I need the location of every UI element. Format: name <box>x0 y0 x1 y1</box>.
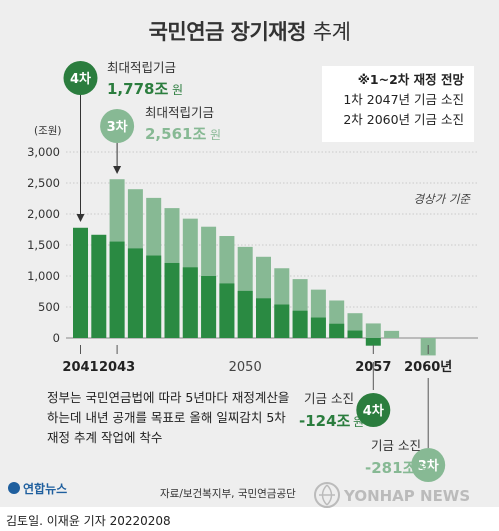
r4-max-label: 최대적립기금 <box>107 60 176 75</box>
badge-3rd-max-label: 3차 <box>107 119 128 135</box>
bar-4th-2053 <box>292 310 308 338</box>
y-tick-label-3000: 3,000 <box>27 145 60 159</box>
badge-4th-deplete <box>356 393 391 427</box>
logo-globe-lines <box>319 484 335 506</box>
x-tick-label-2043: 2043 <box>99 360 135 375</box>
bar-4th-2052 <box>274 304 290 338</box>
bar-4th-2047 <box>182 267 198 338</box>
y-tick-label-500: 500 <box>38 300 60 314</box>
y-tick-label-1000: 1,000 <box>27 269 60 283</box>
forecast-info-box: ※1~2차 재정 전망 1차 2047년 기금 소진 2차 2060년 기금 소… <box>322 66 474 142</box>
deplete-3rd-unit: 원 <box>419 462 430 476</box>
yonhap-logo-mark <box>8 482 20 494</box>
badge-3rd-deplete <box>411 448 446 482</box>
bar-4th-2041 <box>73 227 88 338</box>
title-light: 추계 <box>312 20 351 44</box>
badge-3rd-max <box>100 109 135 143</box>
info-line-1: 1차 2047년 기금 소진 <box>343 92 464 107</box>
note-line-1: 정부는 국민연금법에 따라 5년마다 재정계산을 <box>47 390 289 405</box>
note-line-3: 재정 추계 작업에 착수 <box>47 430 162 445</box>
badge-3rd-deplete-label: 3차 <box>418 458 439 474</box>
bar-4th-2046 <box>164 262 180 338</box>
bar-4th-2050 <box>237 290 253 338</box>
bar-4th-2045 <box>146 255 162 338</box>
arrow-4th-max-head <box>76 214 85 222</box>
bar-4th-2048 <box>201 276 217 338</box>
byline: 김토일. 이재윤 기자 20220208 <box>6 514 171 528</box>
y-tick-label-2000: 2,000 <box>27 207 60 221</box>
bar-4th-2056 <box>347 330 363 338</box>
yonhap-logo: 연합뉴스 <box>8 480 67 497</box>
bar-4th-2055 <box>329 323 345 338</box>
bar-4th-2042 <box>91 234 107 338</box>
bar-chart: 0 500 1,000 1,500 2,000 2,500 3,000 (조원) 2041 204… <box>27 60 478 482</box>
bar-4th-2054 <box>310 317 326 338</box>
x-tick-label-2060: 2060년 <box>404 360 452 375</box>
info-line-2: 2차 2060년 기금 소진 <box>343 112 464 127</box>
y-tick-label-0: 0 <box>53 331 60 345</box>
bar-4th-2049 <box>219 283 235 338</box>
deplete-3rd-value: -281조 <box>365 459 417 477</box>
bar-4th-2057 <box>365 338 381 346</box>
r3-max-unit: 원 <box>210 128 221 142</box>
x-tick-label-2050: 2050 <box>229 360 262 375</box>
page-title: 국민연금 장기재정 추계 <box>0 16 499 46</box>
deplete-4th-unit: 원 <box>353 415 364 429</box>
logo-globe-icon <box>314 482 340 508</box>
r3-max-value: 2,561조 <box>145 125 206 143</box>
badge-4th-max <box>63 61 98 95</box>
bar-3rd-2058 <box>384 330 400 338</box>
r4-max-unit: 원 <box>172 83 183 97</box>
arrow-3rd-max-head <box>113 166 122 174</box>
badge-4th-max-label: 4차 <box>70 71 91 87</box>
basis-note: 경상가 기준 <box>413 192 471 206</box>
bar-3rd-2057 <box>365 323 381 338</box>
r4-max-value: 1,778조 <box>107 80 168 98</box>
yonhap-news-logo: YONHAP NEWS <box>314 482 470 508</box>
title-bold: 국민연금 장기재정 <box>148 20 307 44</box>
note-line-2: 하는데 내년 공개를 목표로 올해 일찌감치 5차 <box>47 410 286 425</box>
deplete-3rd-label: 기금 소진 <box>371 438 421 453</box>
y-tick-label-1500: 1,500 <box>27 238 60 252</box>
y-tick-label-2500: 2,500 <box>27 176 60 190</box>
r3-max-label: 최대적립기금 <box>145 105 214 120</box>
x-tick-label-2041: 2041 <box>62 360 98 375</box>
bar-4th-2051 <box>256 298 271 338</box>
yonhap-logo-text: 연합뉴스 <box>23 482 68 496</box>
logo-news-text: YONHAP NEWS <box>343 487 470 505</box>
source-note: 자료/보건복지부, 국민연금공단 <box>160 488 296 500</box>
bar-4th-2044 <box>127 248 143 338</box>
deplete-4th-value: -124조 <box>299 412 351 430</box>
info-heading: ※1~2차 재정 전망 <box>357 72 464 87</box>
badge-4th-deplete-label: 4차 <box>363 403 384 419</box>
deplete-4th-label: 기금 소진 <box>304 391 354 406</box>
y-unit-label: (조원) <box>34 125 62 137</box>
bar-4th-2043 <box>109 241 125 338</box>
